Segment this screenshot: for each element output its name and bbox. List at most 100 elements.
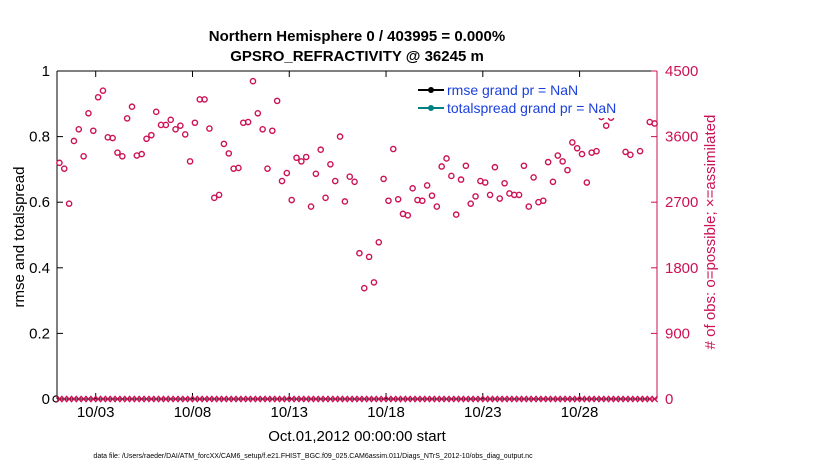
possible-obs-point xyxy=(167,116,175,124)
possible-obs-point xyxy=(578,150,586,158)
possible-obs-point xyxy=(298,158,305,165)
x-axis: 10/03 10/08 10/13 10/18 10/23 10/28 xyxy=(77,71,598,421)
assimilated-mark-stroke xyxy=(651,395,659,403)
possible-obs-point xyxy=(235,164,242,172)
possible-obs-point xyxy=(60,165,68,172)
possible-obs-point xyxy=(569,139,576,146)
possible-obs-point xyxy=(573,144,581,152)
possible-obs-point xyxy=(186,158,194,165)
possible-obs-point xyxy=(375,238,383,246)
possible-obs-point xyxy=(457,176,465,183)
possible-obs-point xyxy=(428,192,436,199)
possible-obs-point xyxy=(336,133,344,140)
legend-spread-label: totalspread grand pr = NaN xyxy=(447,100,616,116)
possible-obs-point xyxy=(602,122,610,129)
possible-obs-point xyxy=(448,172,455,180)
possible-obs-point xyxy=(346,173,354,180)
left-tick-label: 0.8 xyxy=(29,129,50,146)
possible-obs-point xyxy=(365,253,373,261)
chart-title-line1: Northern Hemisphere 0 / 403995 = 0.000% xyxy=(209,28,505,45)
possible-obs-point xyxy=(119,152,126,160)
possible-obs-point xyxy=(259,126,266,133)
possible-obs-point xyxy=(317,146,325,154)
right-tick-label: 900 xyxy=(665,325,690,342)
possible-obs-point xyxy=(370,279,378,286)
y-axis-label-right: # of obs: o=possible; ×=assimilated xyxy=(702,115,719,350)
possible-obs-point xyxy=(114,149,121,156)
legend-spread-marker xyxy=(428,105,434,111)
possible-obs-point xyxy=(544,158,552,166)
possible-obs-point xyxy=(264,165,271,172)
possible-obs-point xyxy=(433,203,441,210)
possible-obs-point xyxy=(481,179,489,186)
possible-obs-point xyxy=(520,162,528,170)
possible-obs-point xyxy=(462,162,470,170)
possible-obs-point xyxy=(380,175,387,183)
possible-obs-point xyxy=(225,150,233,157)
possible-obs-point xyxy=(177,122,184,129)
legend: rmse grand pr = NaN totalspread grand pr… xyxy=(412,80,654,118)
possible-obs-point xyxy=(109,134,116,142)
possible-obs-point xyxy=(651,120,658,127)
possible-obs-point xyxy=(293,154,300,162)
x-tick-label: 10/23 xyxy=(464,404,502,421)
x-axis-label: Oct.01,2012 00:00:00 start xyxy=(268,428,446,445)
possible-obs-point xyxy=(341,198,349,205)
chart-title-line2: GPSRO_REFRACTIVITY @ 36245 m xyxy=(230,48,484,65)
right-y-axis: 0 900 1800 2700 3600 4500 xyxy=(651,63,698,408)
possible-obs-point xyxy=(467,200,475,207)
x-tick-label: 10/13 xyxy=(270,404,308,421)
possible-obs-point xyxy=(627,151,634,159)
right-tick-label: 1800 xyxy=(665,260,698,277)
possible-obs-point xyxy=(525,203,533,210)
possible-obs-point xyxy=(201,96,208,103)
possible-obs-point xyxy=(472,193,479,200)
possible-obs-point xyxy=(404,212,412,219)
possible-obs-point xyxy=(75,126,83,133)
legend-rmse-label: rmse grand pr = NaN xyxy=(447,82,578,98)
legend-box xyxy=(412,80,654,118)
possible-obs-point xyxy=(123,115,131,122)
possible-obs-point xyxy=(162,121,170,129)
left-tick-label: 0.4 xyxy=(29,260,50,277)
possible-obs-point xyxy=(438,163,445,170)
possible-obs-point xyxy=(515,191,523,199)
possible-obs-point xyxy=(172,126,179,133)
possible-obs-point xyxy=(191,119,199,127)
possible-obs-point xyxy=(302,153,310,161)
possible-obs-point xyxy=(501,179,508,187)
possible-obs-point xyxy=(278,177,286,185)
possible-obs-point xyxy=(331,177,339,185)
possible-obs-point xyxy=(559,158,566,165)
possible-obs-point xyxy=(385,197,392,205)
right-tick-label: 3600 xyxy=(665,129,698,146)
series-possible xyxy=(56,77,658,292)
possible-obs-point xyxy=(491,163,499,171)
assimilated-obs-point xyxy=(651,395,659,403)
possible-obs-point xyxy=(249,77,257,85)
plot-frame xyxy=(52,70,658,403)
possible-obs-point xyxy=(554,152,562,159)
possible-obs-point xyxy=(220,140,228,148)
y-axis-label-left: rmse and totalspread xyxy=(11,167,28,308)
possible-obs-point xyxy=(452,211,460,218)
possible-obs-point xyxy=(80,152,87,160)
possible-obs-point xyxy=(89,127,97,135)
possible-obs-point xyxy=(583,179,591,186)
possible-obs-point xyxy=(56,159,63,167)
possible-obs-point xyxy=(244,118,252,126)
left-y-axis: 0 0.2 0.4 0.6 0.8 1 xyxy=(29,63,63,408)
possible-obs-point xyxy=(307,203,315,210)
possible-obs-point xyxy=(269,127,276,135)
possible-obs-point xyxy=(283,169,291,177)
possible-obs-point xyxy=(423,182,431,189)
possible-obs-point xyxy=(360,284,368,292)
possible-obs-point xyxy=(486,191,494,199)
possible-obs-point xyxy=(206,125,213,132)
possible-obs-point xyxy=(443,155,450,162)
data-file-footer: data file: /Users/raeder/DAI/ATM_forcXX/… xyxy=(93,453,533,460)
possible-obs-point xyxy=(389,145,397,153)
possible-obs-point xyxy=(530,174,537,181)
possible-obs-point xyxy=(215,191,223,199)
possible-obs-point xyxy=(128,103,136,111)
